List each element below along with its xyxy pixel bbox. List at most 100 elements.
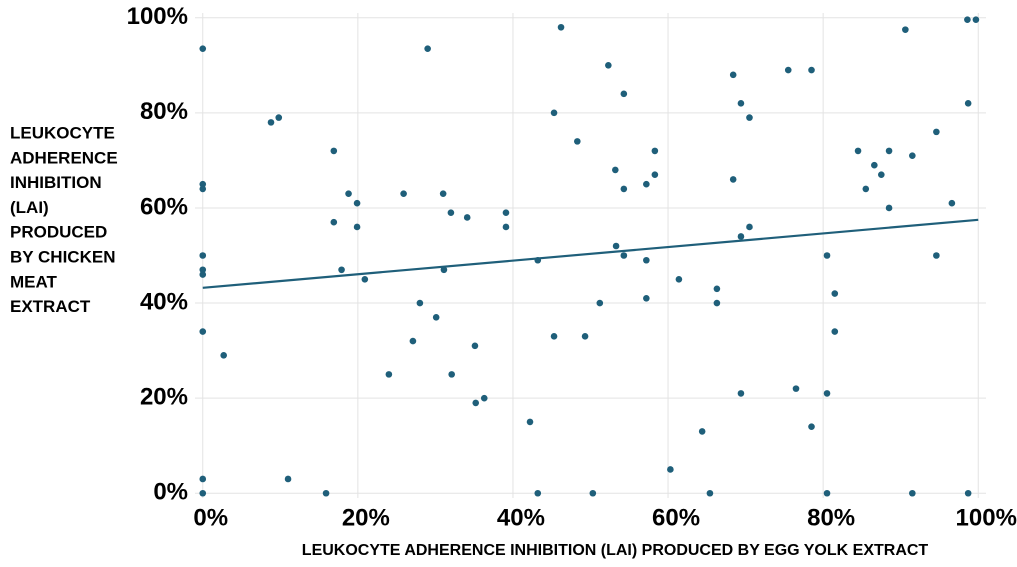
point xyxy=(964,16,971,23)
point xyxy=(463,214,471,221)
point xyxy=(199,489,207,497)
x-tick-label: 0% xyxy=(193,504,228,531)
point xyxy=(808,66,815,74)
point xyxy=(361,275,369,283)
point xyxy=(713,285,721,293)
point xyxy=(964,100,972,107)
point xyxy=(581,333,589,340)
point xyxy=(746,114,753,121)
x-tick-label: 40% xyxy=(497,504,545,531)
point xyxy=(823,252,831,259)
x-tick-label: 100% xyxy=(956,504,1017,531)
point xyxy=(338,266,345,274)
point xyxy=(353,199,361,207)
point xyxy=(612,166,619,174)
point xyxy=(972,16,980,23)
y-axis-label: (LAI) xyxy=(10,198,49,217)
point xyxy=(737,233,745,240)
point xyxy=(706,489,714,497)
x-tick-label: 80% xyxy=(807,504,855,531)
point xyxy=(675,275,683,283)
point xyxy=(620,90,628,98)
point xyxy=(480,394,488,402)
point xyxy=(284,475,292,483)
point xyxy=(964,489,972,497)
point xyxy=(871,161,878,169)
point xyxy=(909,152,916,159)
y-tick-label: 80% xyxy=(140,98,188,125)
y-axis-label: BY CHICKEN xyxy=(10,247,115,266)
point xyxy=(651,171,659,178)
point xyxy=(400,190,407,197)
point xyxy=(823,390,831,397)
point xyxy=(605,62,612,69)
point xyxy=(502,223,510,231)
point xyxy=(620,185,628,193)
point xyxy=(831,290,839,297)
point xyxy=(808,423,815,430)
point xyxy=(784,66,792,74)
point xyxy=(432,314,440,321)
point xyxy=(448,371,455,378)
point xyxy=(737,390,745,397)
point xyxy=(902,26,909,33)
point xyxy=(713,299,721,307)
point xyxy=(885,204,893,212)
x-tick-label: 20% xyxy=(342,504,390,531)
point xyxy=(199,328,207,335)
point xyxy=(199,266,207,274)
point xyxy=(199,45,207,52)
point xyxy=(220,352,227,359)
point xyxy=(199,180,207,188)
point xyxy=(550,109,558,117)
point xyxy=(729,71,737,79)
y-axis-label: PRODUCED xyxy=(10,223,107,242)
point xyxy=(502,209,510,217)
point xyxy=(330,218,338,226)
point xyxy=(746,223,753,231)
y-tick-label: 40% xyxy=(140,288,188,315)
point xyxy=(385,371,393,378)
point xyxy=(862,185,870,193)
y-axis-label: MEAT xyxy=(10,272,58,291)
point xyxy=(534,256,542,264)
point xyxy=(792,385,800,392)
y-axis-label: EXTRACT xyxy=(10,297,91,316)
trendline xyxy=(202,218,979,289)
point xyxy=(612,242,620,250)
point xyxy=(424,45,431,52)
point xyxy=(275,114,283,121)
y-tick-label: 60% xyxy=(140,193,188,220)
point xyxy=(447,209,455,217)
point xyxy=(823,489,831,497)
point xyxy=(831,328,839,335)
point xyxy=(596,299,604,307)
point xyxy=(526,418,534,426)
point xyxy=(199,475,207,483)
point xyxy=(330,147,338,155)
point xyxy=(550,333,558,340)
point xyxy=(729,176,737,183)
point xyxy=(878,171,885,178)
point xyxy=(199,271,207,278)
point xyxy=(199,252,207,259)
point xyxy=(416,299,424,307)
point xyxy=(948,199,956,207)
y-axis-label: ADHERENCE xyxy=(10,148,118,167)
point xyxy=(854,147,862,155)
x-axis-label: LEUKOCYTE ADHERENCE INHIBITION (LAI) PRO… xyxy=(302,542,929,559)
point xyxy=(471,342,479,350)
point xyxy=(643,294,650,302)
y-axis-label: LEUKOCYTE xyxy=(10,123,115,142)
y-tick-label: 0% xyxy=(153,479,188,506)
point xyxy=(472,399,480,407)
point xyxy=(574,138,581,145)
point xyxy=(933,128,940,136)
point xyxy=(643,256,650,264)
point xyxy=(589,489,597,497)
point xyxy=(199,185,207,193)
y-axis-label: INHIBITION xyxy=(10,173,102,192)
y-tick-label: 20% xyxy=(140,383,188,410)
